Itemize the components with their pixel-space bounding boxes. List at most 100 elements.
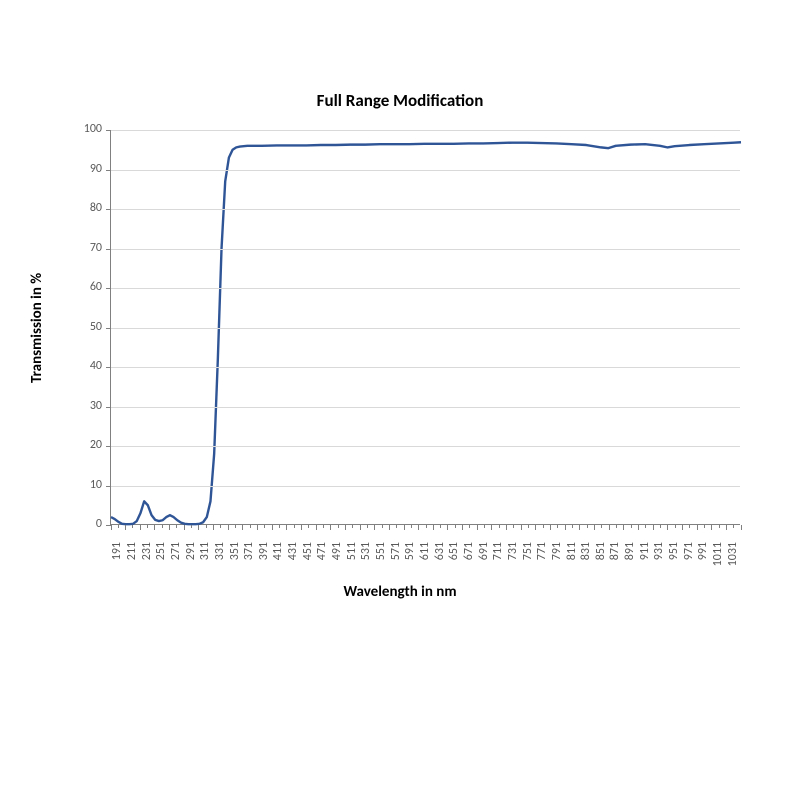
- gridline: [111, 209, 740, 210]
- x-tick-label: 351: [228, 542, 242, 582]
- x-minor-tick: [704, 525, 705, 528]
- x-tick-label: 471: [315, 542, 329, 582]
- x-tick: [257, 525, 258, 530]
- gridline: [111, 170, 740, 171]
- x-tick: [330, 525, 331, 530]
- x-tick-label: 191: [110, 542, 124, 582]
- x-minor-tick: [235, 525, 236, 528]
- x-minor-tick: [382, 525, 383, 528]
- x-minor-tick: [733, 525, 734, 528]
- y-tick-label: 60: [62, 280, 102, 294]
- x-tick: [697, 525, 698, 530]
- x-tick: [711, 525, 712, 530]
- x-minor-tick: [132, 525, 133, 528]
- x-tick-label: 851: [594, 542, 608, 582]
- x-tick-label: 431: [286, 542, 300, 582]
- x-tick: [477, 525, 478, 530]
- x-axis-label: Wavelength in nm: [0, 583, 800, 601]
- x-tick: [228, 525, 229, 530]
- x-tick: [447, 525, 448, 530]
- x-tick-label: 911: [638, 542, 652, 582]
- y-tick-label: 30: [62, 399, 102, 413]
- x-minor-tick: [675, 525, 676, 528]
- x-tick-label: 231: [140, 542, 154, 582]
- x-minor-tick: [587, 525, 588, 528]
- x-minor-tick: [484, 525, 485, 528]
- x-tick: [462, 525, 463, 530]
- x-tick-label: 331: [213, 542, 227, 582]
- x-tick: [374, 525, 375, 530]
- x-tick-label: 651: [447, 542, 461, 582]
- x-tick-label: 891: [623, 542, 637, 582]
- x-tick: [389, 525, 390, 530]
- x-tick: [550, 525, 551, 530]
- x-minor-tick: [528, 525, 529, 528]
- chart-container: Full Range Modification Transmission in …: [0, 0, 800, 800]
- x-minor-tick: [513, 525, 514, 528]
- x-minor-tick: [338, 525, 339, 528]
- x-minor-tick: [689, 525, 690, 528]
- chart-title: Full Range Modification: [0, 90, 800, 111]
- x-tick-label: 391: [257, 542, 271, 582]
- y-tick: [106, 249, 111, 250]
- x-tick-label: 551: [374, 542, 388, 582]
- y-tick-label: 70: [62, 241, 102, 255]
- gridline: [111, 367, 740, 368]
- x-tick-label: 271: [169, 542, 183, 582]
- x-tick-label: 1011: [711, 542, 725, 582]
- y-tick: [106, 209, 111, 210]
- x-minor-tick: [499, 525, 500, 528]
- x-tick-label: 811: [565, 542, 579, 582]
- x-minor-tick: [645, 525, 646, 528]
- x-minor-tick: [294, 525, 295, 528]
- x-minor-tick: [118, 525, 119, 528]
- x-tick: [286, 525, 287, 530]
- x-minor-tick: [176, 525, 177, 528]
- y-tick: [106, 446, 111, 447]
- x-tick-label: 451: [301, 542, 315, 582]
- x-minor-tick: [572, 525, 573, 528]
- gridline: [111, 486, 740, 487]
- y-tick: [106, 130, 111, 131]
- x-minor-tick: [411, 525, 412, 528]
- gridline: [111, 407, 740, 408]
- x-tick-label: 211: [125, 542, 139, 582]
- x-minor-tick: [147, 525, 148, 528]
- x-minor-tick: [557, 525, 558, 528]
- gridline: [111, 130, 740, 131]
- gridline: [111, 446, 740, 447]
- x-tick: [623, 525, 624, 530]
- plot-area: [110, 130, 740, 525]
- x-tick: [609, 525, 610, 530]
- x-tick: [198, 525, 199, 530]
- x-tick: [565, 525, 566, 530]
- x-tick: [726, 525, 727, 530]
- x-minor-tick: [250, 525, 251, 528]
- x-minor-tick: [162, 525, 163, 528]
- x-tick-label: 751: [521, 542, 535, 582]
- x-tick: [491, 525, 492, 530]
- x-tick: [638, 525, 639, 530]
- x-tick: [404, 525, 405, 530]
- y-axis-label: Transmission in %: [28, 130, 46, 525]
- x-tick: [140, 525, 141, 530]
- y-tick: [106, 486, 111, 487]
- x-tick: [741, 525, 742, 530]
- x-tick-label: 831: [579, 542, 593, 582]
- x-tick: [154, 525, 155, 530]
- x-tick: [667, 525, 668, 530]
- y-tick: [106, 328, 111, 329]
- x-minor-tick: [719, 525, 720, 528]
- x-tick: [579, 525, 580, 530]
- x-tick-label: 311: [198, 542, 212, 582]
- x-tick: [301, 525, 302, 530]
- x-tick: [653, 525, 654, 530]
- x-tick: [345, 525, 346, 530]
- y-tick-label: 20: [62, 438, 102, 452]
- x-tick: [169, 525, 170, 530]
- x-tick-label: 631: [433, 542, 447, 582]
- x-tick: [682, 525, 683, 530]
- y-tick-label: 80: [62, 201, 102, 215]
- x-minor-tick: [469, 525, 470, 528]
- x-tick: [111, 525, 112, 530]
